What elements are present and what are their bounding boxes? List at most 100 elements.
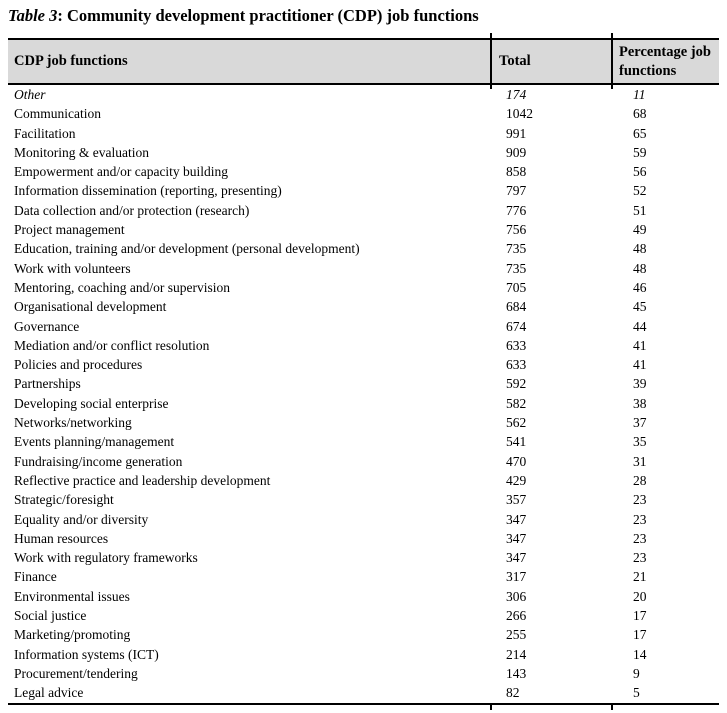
percentage-cell: 41 [633, 337, 647, 353]
percentage-cell: 56 [633, 164, 647, 180]
total-cell: 347 [506, 511, 527, 527]
job-function-cell: Environmental issues [14, 588, 130, 604]
total-cell: 214 [506, 646, 527, 662]
total-cell: 797 [506, 183, 527, 199]
job-function-cell: Information systems (ICT) [14, 646, 159, 662]
table-row: Monitoring & evaluation 909 59 [8, 143, 719, 162]
table-row: Organisational development 684 45 [8, 297, 719, 316]
table-header-row: CDP job functions Total Percentage job f… [8, 38, 719, 85]
table-row: Empowerment and/or capacity building 858… [8, 162, 719, 181]
total-cell: 858 [506, 164, 527, 180]
table-row: Facilitation 991 65 [8, 124, 719, 143]
table-row: Finance 317 21 [8, 567, 719, 586]
job-function-cell: Procurement/tendering [14, 665, 138, 681]
table-row: Work with volunteers 735 48 [8, 259, 719, 278]
table-row: Legal advice 82 5 [8, 683, 719, 705]
total-cell: 909 [506, 144, 527, 160]
percentage-cell: 23 [633, 550, 647, 566]
percentage-cell: 5 [611, 683, 719, 705]
percentage-cell: 45 [633, 299, 647, 315]
job-function-cell: Governance [14, 318, 80, 334]
percentage-cell: 65 [633, 125, 647, 141]
cdp-table-wrap: CDP job functions Total Percentage job f… [8, 33, 719, 710]
table-row: Developing social enterprise 582 38 [8, 394, 719, 413]
job-function-cell: Strategic/foresight [14, 492, 114, 508]
percentage-cell: 17 [633, 627, 647, 643]
table-row: Reflective practice and leadership devel… [8, 471, 719, 490]
column-header-percentage: Percentage job functions [611, 38, 719, 85]
total-cell: 582 [506, 395, 527, 411]
job-function-cell: Empowerment and/or capacity building [14, 164, 229, 180]
percentage-cell: 48 [633, 241, 647, 257]
table-row: Events planning/management 541 35 [8, 432, 719, 451]
total-cell: 470 [506, 453, 527, 469]
percentage-cell: 51 [633, 202, 647, 218]
table-row: Governance 674 44 [8, 317, 719, 336]
total-cell: 756 [506, 222, 527, 238]
percentage-cell: 39 [633, 376, 647, 392]
column-border-tick [611, 33, 613, 38]
job-function-cell: Organisational development [14, 299, 167, 315]
column-border-tick [490, 85, 492, 89]
total-cell: 991 [506, 125, 527, 141]
table-row: Strategic/foresight 357 23 [8, 490, 719, 509]
percentage-cell: 59 [633, 144, 647, 160]
percentage-cell: 52 [633, 183, 647, 199]
total-cell: 82 [490, 683, 611, 705]
percentage-cell: 49 [633, 222, 647, 238]
total-cell: 174 [506, 87, 527, 102]
total-cell: 429 [506, 472, 527, 488]
table-row: Other 174 11 [8, 85, 719, 104]
table-row: Marketing/promoting 255 17 [8, 625, 719, 644]
percentage-cell: 23 [633, 492, 647, 508]
total-cell: 684 [506, 299, 527, 315]
table-row: Mediation and/or conflict resolution 633… [8, 336, 719, 355]
table-caption-number: Table 3 [8, 6, 58, 25]
total-cell: 347 [506, 550, 527, 566]
table-row: Fundraising/income generation 470 31 [8, 452, 719, 471]
job-function-cell: Human resources [14, 530, 109, 546]
table-caption-text: : Community development practitioner (CD… [57, 6, 479, 25]
job-function-cell: Fundraising/income generation [14, 453, 183, 469]
job-function-cell: Work with regulatory frameworks [14, 550, 198, 566]
total-cell: 592 [506, 376, 527, 392]
percentage-cell: 31 [633, 453, 647, 469]
column-border-tick [611, 704, 613, 710]
table-row: Equality and/or diversity 347 23 [8, 510, 719, 529]
table-row: Environmental issues 306 20 [8, 587, 719, 606]
job-function-cell: Events planning/management [14, 434, 175, 450]
percentage-cell: 48 [633, 260, 647, 276]
job-function-cell: Legal advice [8, 683, 490, 705]
table-row: Partnerships 592 39 [8, 374, 719, 393]
table-row: Information systems (ICT) 214 14 [8, 645, 719, 664]
total-cell: 633 [506, 337, 527, 353]
total-cell: 1042 [506, 106, 533, 122]
percentage-cell: 23 [633, 511, 647, 527]
total-cell: 266 [506, 608, 527, 624]
table-row: Procurement/tendering 143 9 [8, 664, 719, 683]
percentage-cell: 46 [633, 279, 647, 295]
table-header: CDP job functions Total Percentage job f… [8, 38, 719, 85]
percentage-cell: 17 [633, 608, 647, 624]
total-cell: 541 [506, 434, 527, 450]
column-border-tick [490, 33, 492, 38]
job-function-cell: Facilitation [14, 125, 76, 141]
column-header-job-functions: CDP job functions [8, 38, 490, 85]
job-function-cell: Policies and procedures [14, 357, 143, 373]
percentage-cell: 38 [633, 395, 647, 411]
job-function-cell: Education, training and/or development (… [14, 241, 360, 257]
total-cell: 633 [506, 357, 527, 373]
table-row: Mentoring, coaching and/or supervision 7… [8, 278, 719, 297]
job-function-cell: Work with volunteers [14, 260, 131, 276]
job-function-cell: Social justice [14, 608, 87, 624]
table-row: Information dissemination (reporting, pr… [8, 181, 719, 200]
table-row: Data collection and/or protection (resea… [8, 201, 719, 220]
table-body: Other 174 11 Communication 1042 68 Facil… [8, 85, 719, 705]
job-function-cell: Partnerships [14, 376, 81, 392]
job-function-cell: Marketing/promoting [14, 627, 131, 643]
table-row: Education, training and/or development (… [8, 239, 719, 258]
table-row: Policies and procedures 633 41 [8, 355, 719, 374]
percentage-cell: 9 [633, 665, 640, 681]
percentage-cell: 37 [633, 415, 647, 431]
